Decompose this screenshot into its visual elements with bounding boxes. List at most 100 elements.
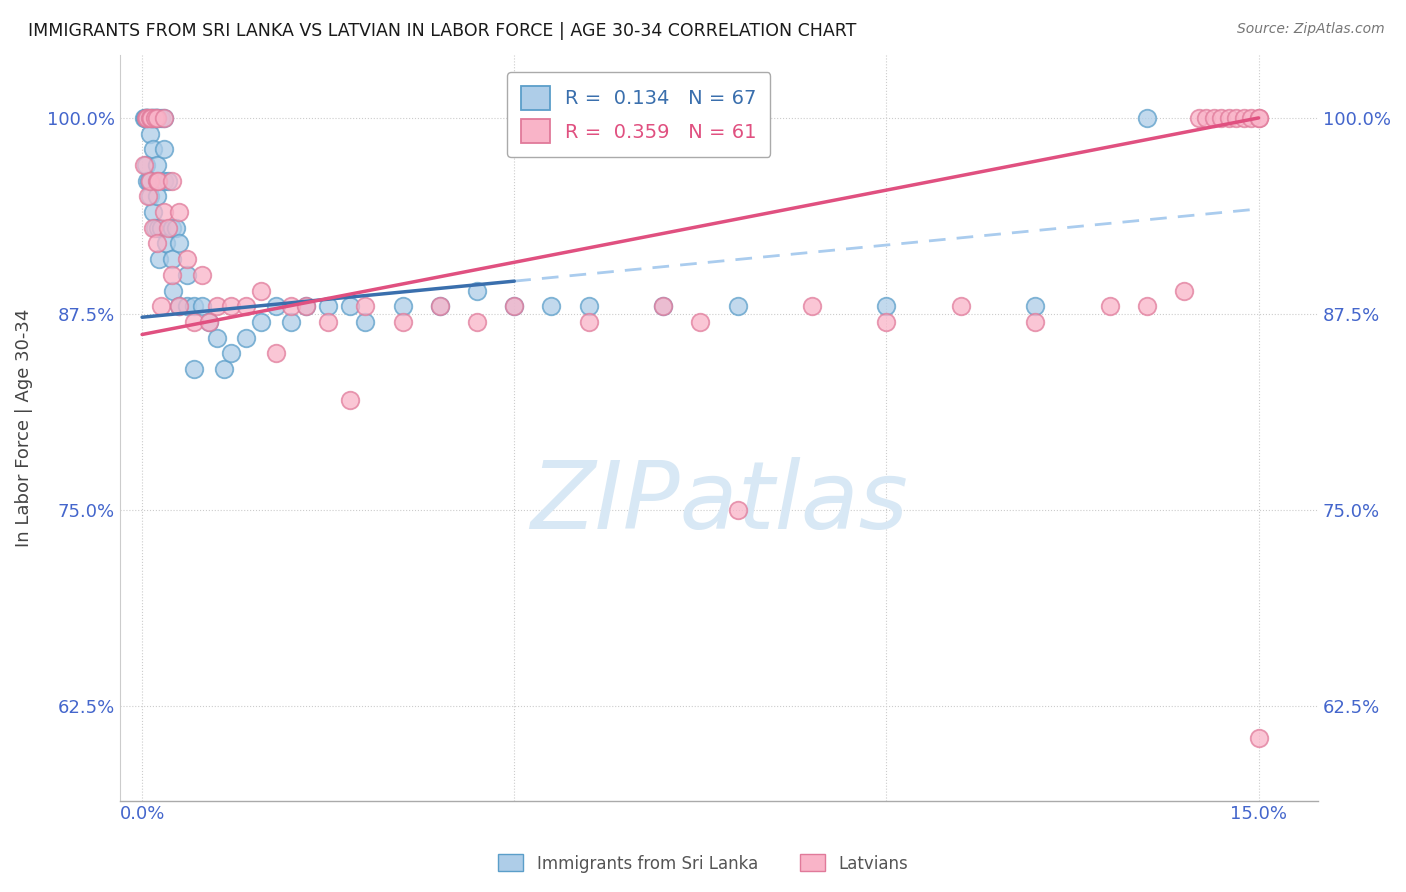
Point — [135, 158, 157, 172]
Point — [280, 315, 302, 329]
Point — [146, 189, 169, 203]
Point — [183, 362, 205, 376]
Point — [250, 284, 273, 298]
Point — [235, 299, 257, 313]
Point — [1024, 299, 1046, 313]
Point — [354, 315, 377, 329]
Point — [1218, 111, 1240, 125]
Point — [183, 315, 205, 329]
Point — [149, 220, 172, 235]
Point — [139, 111, 162, 125]
Point — [1225, 111, 1247, 125]
Point — [250, 315, 273, 329]
Point — [465, 315, 488, 329]
Point — [135, 111, 157, 125]
Point — [136, 174, 159, 188]
Point — [391, 315, 413, 329]
Point — [146, 174, 169, 188]
Point — [153, 205, 176, 219]
Point — [143, 111, 166, 125]
Point — [1247, 731, 1270, 745]
Point — [316, 315, 339, 329]
Point — [143, 111, 166, 125]
Point — [235, 331, 257, 345]
Point — [689, 315, 711, 329]
Point — [153, 142, 176, 156]
Point — [875, 315, 897, 329]
Point — [142, 111, 165, 125]
Point — [136, 189, 159, 203]
Point — [149, 111, 172, 125]
Point — [727, 299, 749, 313]
Point — [1188, 111, 1211, 125]
Point — [354, 299, 377, 313]
Point — [169, 299, 191, 313]
Point — [1211, 111, 1233, 125]
Point — [153, 174, 176, 188]
Point — [205, 299, 228, 313]
Point — [138, 174, 160, 188]
Point — [316, 299, 339, 313]
Point — [134, 111, 156, 125]
Text: ZIPatlas: ZIPatlas — [530, 457, 908, 548]
Y-axis label: In Labor Force | Age 30-34: In Labor Force | Age 30-34 — [15, 309, 32, 547]
Point — [339, 299, 361, 313]
Point — [264, 299, 287, 313]
Text: IMMIGRANTS FROM SRI LANKA VS LATVIAN IN LABOR FORCE | AGE 30-34 CORRELATION CHAR: IMMIGRANTS FROM SRI LANKA VS LATVIAN IN … — [28, 22, 856, 40]
Point — [1202, 111, 1225, 125]
Point — [134, 111, 156, 125]
Point — [160, 220, 183, 235]
Point — [1173, 284, 1195, 298]
Point — [875, 299, 897, 313]
Point — [221, 299, 243, 313]
Point — [139, 111, 162, 125]
Point — [578, 315, 600, 329]
Point — [1247, 111, 1270, 125]
Point — [148, 252, 170, 267]
Legend: R =  0.134   N = 67, R =  0.359   N = 61: R = 0.134 N = 67, R = 0.359 N = 61 — [508, 72, 770, 157]
Point — [146, 111, 169, 125]
Point — [176, 268, 198, 282]
Point — [176, 252, 198, 267]
Point — [176, 299, 198, 313]
Point — [339, 393, 361, 408]
Point — [1024, 315, 1046, 329]
Text: Source: ZipAtlas.com: Source: ZipAtlas.com — [1237, 22, 1385, 37]
Point — [136, 111, 159, 125]
Point — [145, 111, 167, 125]
Point — [949, 299, 972, 313]
Point — [160, 174, 183, 188]
Point — [143, 220, 166, 235]
Point — [1247, 111, 1270, 125]
Point — [205, 331, 228, 345]
Point — [578, 299, 600, 313]
Point — [1195, 111, 1218, 125]
Point — [295, 299, 318, 313]
Point — [169, 205, 191, 219]
Point — [146, 236, 169, 251]
Point — [198, 315, 221, 329]
Point — [134, 158, 156, 172]
Point — [540, 299, 562, 313]
Point — [138, 174, 160, 188]
Point — [1240, 111, 1263, 125]
Point — [212, 362, 235, 376]
Point — [169, 299, 191, 313]
Point — [280, 299, 302, 313]
Point — [149, 299, 172, 313]
Point — [141, 142, 163, 156]
Point — [221, 346, 243, 360]
Point — [264, 346, 287, 360]
Point — [138, 189, 160, 203]
Point — [160, 252, 183, 267]
Point — [391, 299, 413, 313]
Point — [146, 111, 169, 125]
Point — [142, 205, 165, 219]
Point — [1136, 111, 1159, 125]
Point — [146, 111, 169, 125]
Point — [153, 111, 176, 125]
Point — [138, 111, 160, 125]
Point — [146, 158, 169, 172]
Point — [190, 268, 212, 282]
Point — [190, 299, 212, 313]
